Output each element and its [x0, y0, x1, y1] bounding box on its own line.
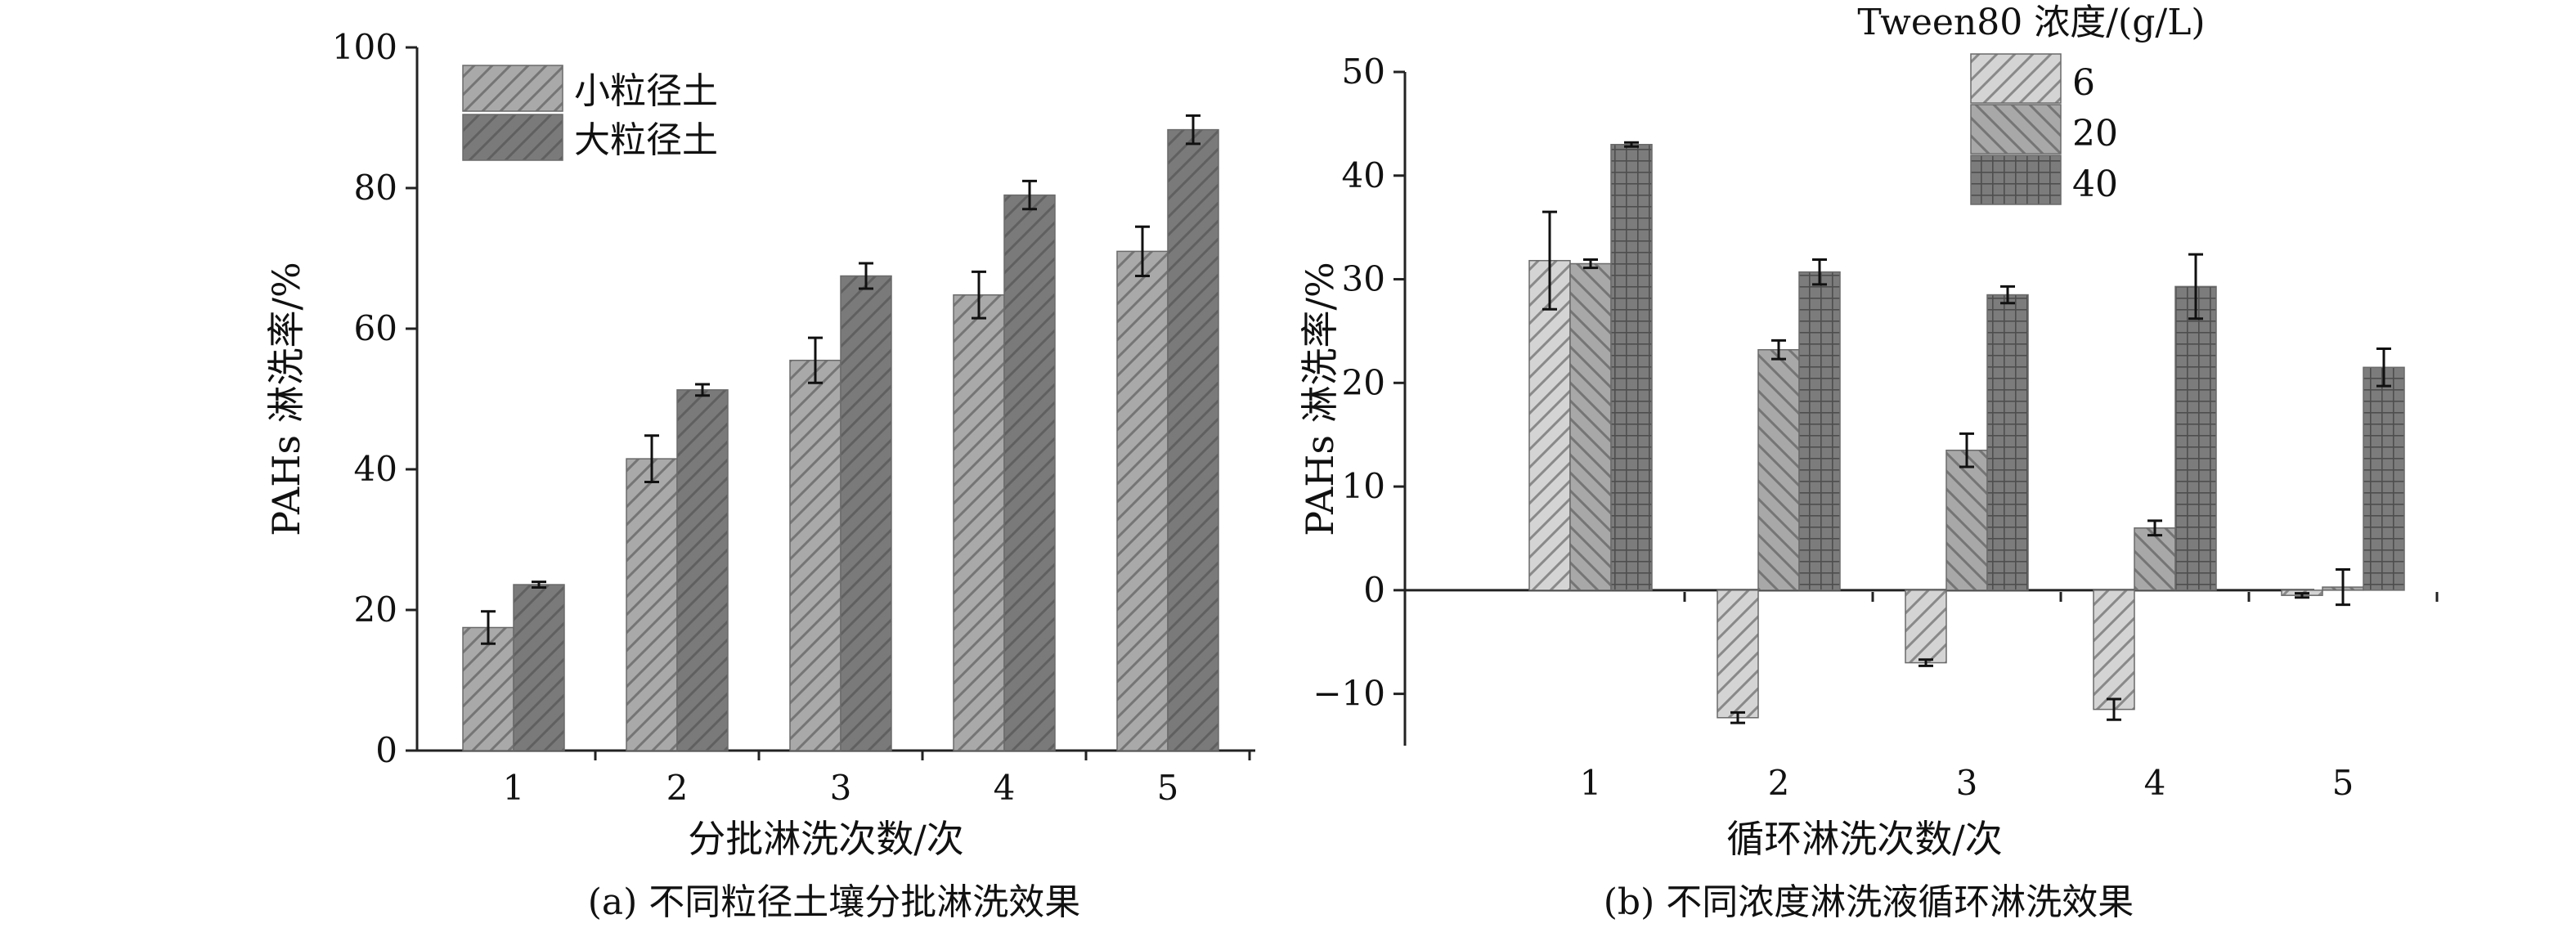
y-tick-label: 60 — [354, 308, 397, 348]
bar — [2093, 590, 2135, 711]
chart-a-x-label: 分批淋洗次数/次 — [688, 817, 964, 861]
bar — [462, 626, 514, 751]
bar — [676, 389, 729, 751]
legend-swatch — [1970, 104, 2062, 155]
chart-b-x-ticks: 1 2 3 4 5 — [1580, 592, 2439, 803]
y-tick-label: 50 — [1342, 52, 1385, 92]
y-tick-label: 30 — [1342, 259, 1385, 299]
x-tick-label: 1 — [503, 768, 525, 808]
x-tick-label: 2 — [666, 768, 689, 808]
bar — [953, 294, 1005, 751]
x-tick-label: 1 — [1580, 763, 1602, 803]
chart-b-y-label: PAHs 淋洗率/% — [1298, 262, 1342, 536]
bar — [513, 584, 565, 751]
bar — [1610, 143, 1653, 591]
chart-b-legend-title: Tween80 浓度/(g/L) — [1857, 2, 2205, 43]
bar — [2174, 285, 2217, 591]
bar — [1905, 590, 1947, 664]
bar — [1116, 250, 1169, 751]
chart-a-caption: (a) 不同粒径土壤分批淋洗效果 — [588, 881, 1081, 923]
chart-a-x-ticks: 1 2 3 4 5 — [503, 751, 1251, 808]
x-tick-label: 3 — [1956, 763, 1978, 803]
y-tick-label: 40 — [1342, 155, 1385, 195]
chart-b-legend: 6 20 40 — [1970, 53, 2118, 205]
x-tick-label: 2 — [1768, 763, 1790, 803]
bar — [2363, 366, 2405, 591]
x-tick-label: 5 — [2332, 763, 2354, 803]
y-tick-label: 20 — [354, 590, 397, 630]
bar — [2134, 527, 2176, 591]
chart-a-bars — [462, 114, 1219, 751]
y-tick-label: −10 — [1313, 674, 1385, 714]
y-tick-label: 40 — [354, 449, 397, 489]
legend-label: 大粒径土 — [574, 119, 718, 161]
chart-b-y-ticks: −10 0 10 20 30 40 50 — [1313, 52, 1405, 714]
chart-a-y-label: PAHs 淋洗率/% — [264, 262, 308, 536]
bar — [1528, 259, 1571, 591]
bar — [1798, 271, 1841, 591]
bar — [1717, 590, 1759, 719]
legend-swatch — [462, 114, 563, 161]
bar — [1757, 348, 1800, 591]
legend-label: 40 — [2072, 164, 2118, 205]
legend-label: 20 — [2072, 113, 2118, 155]
x-tick-label: 4 — [2144, 763, 2166, 803]
bar — [840, 275, 892, 751]
y-tick-label: 20 — [1342, 362, 1385, 402]
legend-swatch — [1970, 53, 2062, 104]
bar — [626, 458, 678, 751]
y-tick-label: 100 — [332, 27, 397, 67]
x-tick-label: 3 — [830, 768, 852, 808]
legend-swatch — [462, 65, 563, 112]
chart-b: −10 0 10 20 30 40 50 1 2 3 4 5 6 20 40 Tween80 浓度/(g… — [1298, 2, 2439, 923]
bar — [1986, 294, 2029, 591]
x-tick-label: 5 — [1157, 768, 1179, 808]
chart-a-y-ticks: 0 20 40 60 80 100 — [332, 27, 417, 770]
y-tick-label: 0 — [1363, 570, 1385, 610]
legend-label: 6 — [2072, 62, 2095, 104]
chart-b-caption: (b) 不同浓度淋洗液循环淋洗效果 — [1604, 881, 2134, 923]
legend-label: 小粒径土 — [574, 70, 718, 112]
chart-b-x-label: 循环淋洗次数/次 — [1726, 817, 2003, 861]
y-tick-label: 0 — [375, 730, 397, 770]
x-tick-label: 4 — [994, 768, 1016, 808]
bar — [1945, 449, 1988, 591]
chart-b-bars — [1528, 141, 2405, 724]
legend-swatch — [1970, 155, 2062, 205]
bar — [1569, 262, 1612, 591]
y-tick-label: 10 — [1342, 466, 1385, 506]
y-tick-label: 80 — [354, 168, 397, 208]
bar — [789, 359, 841, 751]
bar — [1003, 194, 1056, 751]
bar — [1167, 128, 1219, 751]
